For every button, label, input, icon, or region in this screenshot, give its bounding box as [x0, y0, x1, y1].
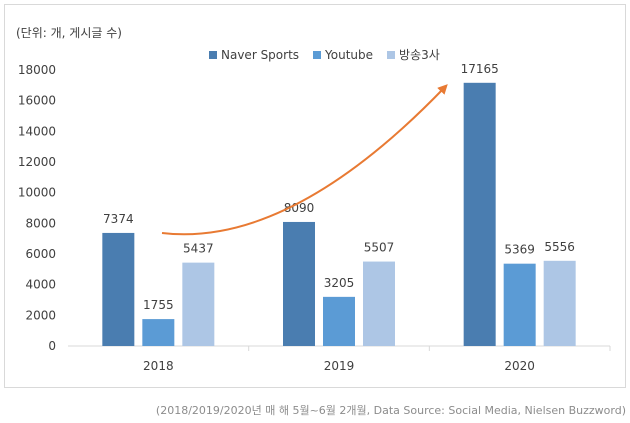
legend-label-naver-sports: Naver Sports	[221, 47, 300, 62]
y-tick-label: 2000	[25, 308, 56, 322]
data-label: 7374	[103, 212, 134, 226]
data-label: 17165	[461, 62, 499, 76]
data-label: 8090	[284, 201, 315, 215]
data-label: 5507	[364, 241, 395, 255]
bars	[102, 82, 576, 346]
y-tick-label: 4000	[25, 278, 56, 292]
y-tick-label: 18000	[18, 63, 56, 77]
source-note: (2018/2019/2020년 매 해 5월~6월 2개월, Data Sou…	[155, 404, 626, 417]
data-label: 5437	[183, 242, 214, 256]
bar	[323, 296, 355, 346]
legend-label-broadcast: 방송3사	[399, 48, 440, 62]
bar	[363, 261, 395, 346]
legend-item-youtube: Youtube	[313, 48, 373, 62]
y-tick-label: 14000	[18, 124, 56, 138]
data-label: 1755	[143, 298, 174, 312]
data-labels: 7374 1755 5437 8090 3205 5507 17165 5369 5556	[103, 62, 575, 312]
bar	[463, 82, 496, 346]
legend-item-naver-sports: Naver Sports	[209, 48, 299, 62]
x-tick-label: 2019	[324, 359, 355, 373]
x-tick-label: 2020	[504, 359, 535, 373]
bar	[182, 262, 215, 346]
bar	[102, 232, 135, 346]
data-label: 5369	[504, 243, 535, 257]
unit-label: (단위: 개, 게시글 수)	[16, 26, 122, 40]
y-tick-label: 8000	[25, 216, 56, 230]
legend-swatch-naver-sports	[209, 50, 217, 59]
y-tick-label: 12000	[18, 155, 56, 169]
y-tick-label: 6000	[25, 247, 56, 261]
y-tick-label: 16000	[18, 94, 56, 108]
legend: Naver Sports Youtube 방송3사	[209, 46, 440, 63]
data-label: 3205	[324, 276, 355, 290]
data-label: 5556	[544, 240, 575, 254]
y-tick-label: 0	[48, 339, 56, 353]
legend-label-youtube: Youtube	[325, 47, 374, 62]
x-axis: 2018 2019 2020	[68, 345, 611, 373]
legend-swatch-youtube	[313, 50, 322, 59]
trend-arrow	[161, 84, 448, 236]
bar	[283, 221, 315, 346]
y-axis: 0 2000 4000 6000 8000 10000 12000 14000 16000 180…	[18, 63, 56, 353]
y-tick-label: 10000	[18, 186, 56, 200]
bar	[503, 263, 536, 346]
x-tick-label: 2018	[143, 359, 174, 373]
bar	[543, 260, 576, 346]
bar	[142, 319, 175, 346]
legend-swatch-broadcast	[387, 50, 396, 59]
legend-item-broadcast: 방송3사	[387, 46, 440, 63]
